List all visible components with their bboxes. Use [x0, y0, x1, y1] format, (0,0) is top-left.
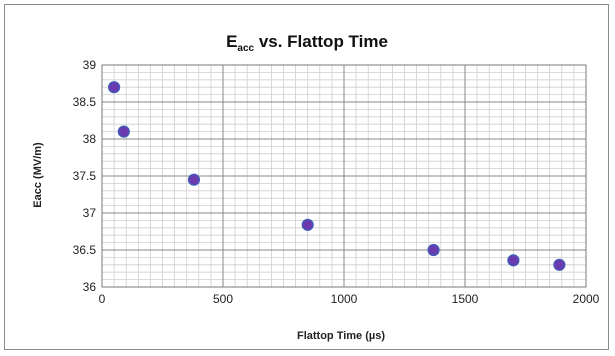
data-point [117, 125, 130, 138]
chart-title-sub: acc [237, 43, 254, 54]
x-tick-label: 2000 [573, 292, 600, 306]
y-tick-label: 36 [83, 280, 97, 294]
data-point [107, 81, 121, 94]
axes [101, 64, 587, 288]
x-tick-label: 0 [99, 292, 106, 306]
y-tick-label: 36.5 [73, 243, 97, 257]
data-point [301, 218, 314, 231]
y-tick-labels: 36 36.5 37 37.5 38 38.5 39 [73, 58, 97, 294]
y-tick-label: 38.5 [73, 95, 97, 109]
y-tick-label: 38 [83, 132, 97, 146]
data-point [427, 243, 440, 257]
data-point [553, 258, 566, 271]
y-tick-label: 37.5 [73, 169, 97, 183]
chart-title-rest: vs. Flattop Time [254, 32, 388, 51]
y-tick-label: 39 [83, 58, 97, 72]
plot-border [101, 64, 587, 288]
x-axis-title: Flattop Time (µs) [297, 330, 385, 342]
x-tick-label: 500 [213, 292, 233, 306]
data-point [507, 254, 520, 267]
data-point [187, 173, 201, 186]
grid [101, 64, 587, 288]
y-axis-title: Eacc (MV/m) [32, 142, 44, 208]
scatter-chart: Eacc vs. Flattop Time 36 36.5 37 37.5 38 38.5… [32, 32, 600, 342]
data-points [107, 81, 566, 271]
y-tick-label: 37 [83, 206, 97, 220]
x-tick-label: 1000 [331, 292, 358, 306]
x-tick-labels: 0 500 1000 1500 2000 [99, 292, 600, 306]
chart-area: Eacc vs. Flattop Time 36 36.5 37 37.5 38 38.5… [4, 4, 609, 350]
x-tick-label: 1500 [452, 292, 479, 306]
chart-title-main: E [226, 32, 237, 51]
chart-title: Eacc vs. Flattop Time [226, 32, 388, 54]
